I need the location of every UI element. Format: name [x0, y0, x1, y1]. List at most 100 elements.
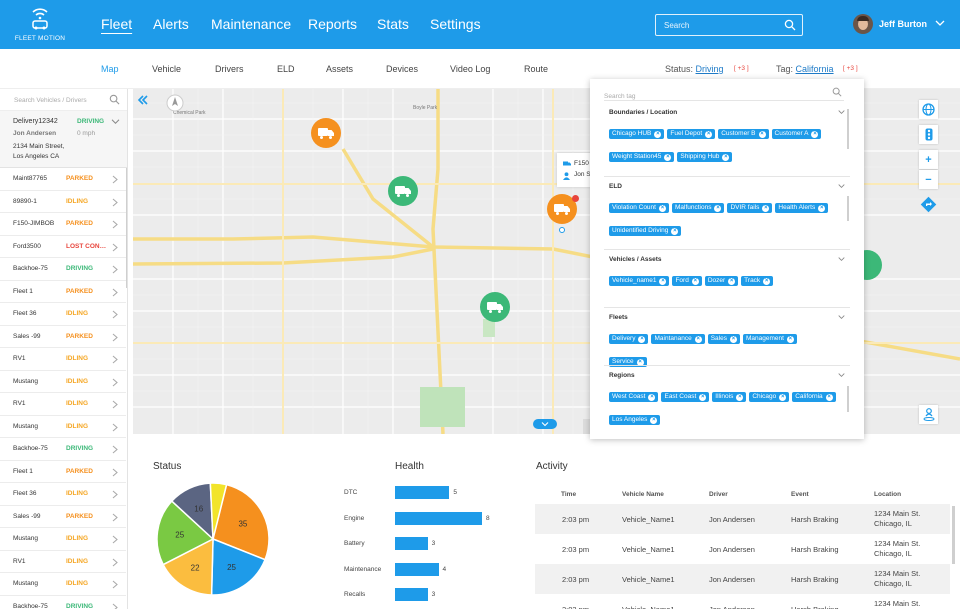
remove-tag-icon[interactable]: ×: [722, 154, 730, 161]
remove-tag-icon[interactable]: ×: [728, 278, 736, 285]
user-avatar[interactable]: [853, 14, 873, 34]
map-type-button[interactable]: [919, 100, 938, 119]
vehicle-list-item[interactable]: Fleet 36 IDLING: [0, 303, 126, 326]
health-bar[interactable]: [395, 537, 428, 550]
tag-chip[interactable]: Customer B ×: [718, 129, 769, 139]
brand-logo[interactable]: FLEET MOTION: [14, 5, 66, 45]
tab-vehicle[interactable]: Vehicle: [152, 64, 182, 74]
remove-tag-icon[interactable]: ×: [699, 394, 707, 401]
activity-row[interactable]: 2:03 pm Vehicle_Name1 Jon Andersen Harsh Br…: [535, 594, 950, 609]
tag-chip[interactable]: Chicago ×: [749, 392, 790, 402]
tag-chip[interactable]: Vehicle_name1 ×: [609, 276, 670, 286]
tag-chip[interactable]: Health Alerts ×: [775, 203, 829, 213]
remove-tag-icon[interactable]: ×: [664, 154, 672, 161]
tag-chip[interactable]: Dozer ×: [704, 276, 739, 286]
compass-icon[interactable]: [166, 94, 184, 112]
zoom-out-button[interactable]: −: [919, 170, 938, 189]
activity-col-location[interactable]: Location: [874, 491, 902, 498]
health-bar[interactable]: [395, 511, 482, 525]
remove-tag-icon[interactable]: ×: [658, 205, 666, 212]
vehicle-list-item[interactable]: Mustang IDLING: [0, 371, 126, 393]
vehicle-list-item[interactable]: Ford3500 LOST CONNECTION: [0, 236, 126, 258]
vehicle-list-item[interactable]: Sales -99 PARKED: [0, 326, 126, 348]
tag-search-input[interactable]: [604, 89, 804, 104]
vehicle-list-item[interactable]: Fleet 1 PARKED: [0, 281, 126, 303]
remove-tag-icon[interactable]: ×: [758, 131, 766, 138]
remove-tag-icon[interactable]: ×: [729, 336, 737, 343]
tag-chip[interactable]: Fuel Depot ×: [667, 129, 716, 139]
vehicle-list-item[interactable]: Maint87765 PARKED: [0, 168, 126, 191]
tag-chip[interactable]: Management ×: [742, 334, 797, 344]
tag-chip[interactable]: Shipping Hub ×: [677, 152, 733, 162]
status-filter-more[interactable]: [ +3 ]: [734, 65, 749, 72]
remove-tag-icon[interactable]: ×: [825, 394, 833, 401]
vehicle-list-item[interactable]: RV1 IDLING: [0, 393, 126, 416]
health-bar[interactable]: [395, 486, 450, 499]
tag-chip[interactable]: DVIR fails ×: [727, 203, 773, 213]
remove-tag-icon[interactable]: ×: [705, 131, 713, 138]
remove-tag-icon[interactable]: ×: [648, 394, 656, 401]
remove-tag-icon[interactable]: ×: [638, 336, 646, 343]
chevron-down-icon[interactable]: [935, 19, 945, 27]
search-icon[interactable]: [109, 94, 120, 105]
tag-search[interactable]: [604, 85, 844, 104]
activity-col-time[interactable]: Time: [561, 491, 577, 498]
tag-chip[interactable]: Track ×: [741, 276, 774, 286]
tag-group-scrollbar[interactable]: [847, 386, 849, 412]
tag-filter-more[interactable]: [ +3 ]: [843, 65, 858, 72]
pie-slice[interactable]: [156, 500, 215, 566]
tag-chip[interactable]: Ford ×: [672, 276, 702, 286]
nav-settings[interactable]: Settings: [430, 16, 481, 32]
vehicle-marker[interactable]: [480, 292, 510, 322]
global-search-input[interactable]: [656, 15, 776, 36]
pie-slice[interactable]: [162, 537, 214, 596]
pie-slice[interactable]: [210, 537, 267, 596]
activity-scrollbar[interactable]: [952, 506, 955, 564]
search-icon[interactable]: [832, 87, 842, 97]
selected-vehicle-card[interactable]: Delivery12342 DRIVING Jon Andersen 0 mph…: [0, 111, 127, 168]
remove-tag-icon[interactable]: ×: [736, 394, 744, 401]
tab-drivers[interactable]: Drivers: [215, 64, 244, 74]
vehicle-list-item[interactable]: 89890-1 IDLING: [0, 191, 126, 213]
vehicle-list-item[interactable]: F150-JIMBOB PARKED: [0, 213, 126, 236]
remove-tag-icon[interactable]: ×: [763, 278, 771, 285]
pie-slice[interactable]: [212, 483, 270, 561]
street-view-button[interactable]: [919, 405, 938, 424]
tag-group-scrollbar[interactable]: [847, 109, 849, 149]
tag-chip[interactable]: West Coast ×: [609, 392, 659, 402]
tag-chip[interactable]: Sales ×: [707, 334, 740, 344]
user-name[interactable]: Jeff Burton: [879, 19, 927, 29]
chevron-down-icon[interactable]: [838, 314, 845, 320]
activity-row[interactable]: 2:03 pm Vehicle_Name1 Jon Andersen Harsh Br…: [535, 564, 950, 594]
tag-chip[interactable]: Illinois ×: [712, 392, 747, 402]
vehicle-list-item[interactable]: Backhoe-75 DRIVING: [0, 438, 126, 461]
chevron-down-icon[interactable]: [838, 183, 845, 189]
remove-tag-icon[interactable]: ×: [659, 278, 667, 285]
vehicle-list-item[interactable]: Backhoe-75 DRIVING: [0, 258, 126, 281]
remove-tag-icon[interactable]: ×: [818, 205, 826, 212]
tag-chip[interactable]: East Coast ×: [661, 392, 710, 402]
tag-chip[interactable]: Los Angeles ×: [609, 415, 661, 425]
search-icon[interactable]: [784, 19, 796, 31]
status-filter-value[interactable]: Driving: [695, 64, 724, 74]
vehicle-marker[interactable]: [388, 176, 418, 206]
vehicle-list-item[interactable]: RV1 IDLING: [0, 348, 126, 371]
tag-filter-value[interactable]: California: [795, 64, 834, 74]
remove-tag-icon[interactable]: ×: [654, 131, 662, 138]
tag-chip[interactable]: Delivery ×: [609, 334, 649, 344]
tab-devices[interactable]: Devices: [386, 64, 419, 74]
tag-chip[interactable]: California ×: [792, 392, 836, 402]
tab-route[interactable]: Route: [524, 64, 549, 74]
nav-maintenance[interactable]: Maintenance: [211, 16, 292, 32]
nav-alerts[interactable]: Alerts: [153, 16, 189, 32]
directions-button[interactable]: [919, 195, 938, 214]
vehicle-list-item[interactable]: Mustang IDLING: [0, 416, 126, 438]
vehicle-search[interactable]: [0, 89, 127, 111]
pie-slice[interactable]: [209, 482, 228, 540]
remove-tag-icon[interactable]: ×: [786, 336, 794, 343]
global-search[interactable]: [655, 14, 803, 36]
collapse-panel-icon[interactable]: [136, 93, 150, 107]
activity-col-vehicle[interactable]: Vehicle Name: [622, 491, 664, 498]
tag-chip[interactable]: Malfunctions ×: [671, 203, 725, 213]
remove-tag-icon[interactable]: ×: [691, 278, 699, 285]
